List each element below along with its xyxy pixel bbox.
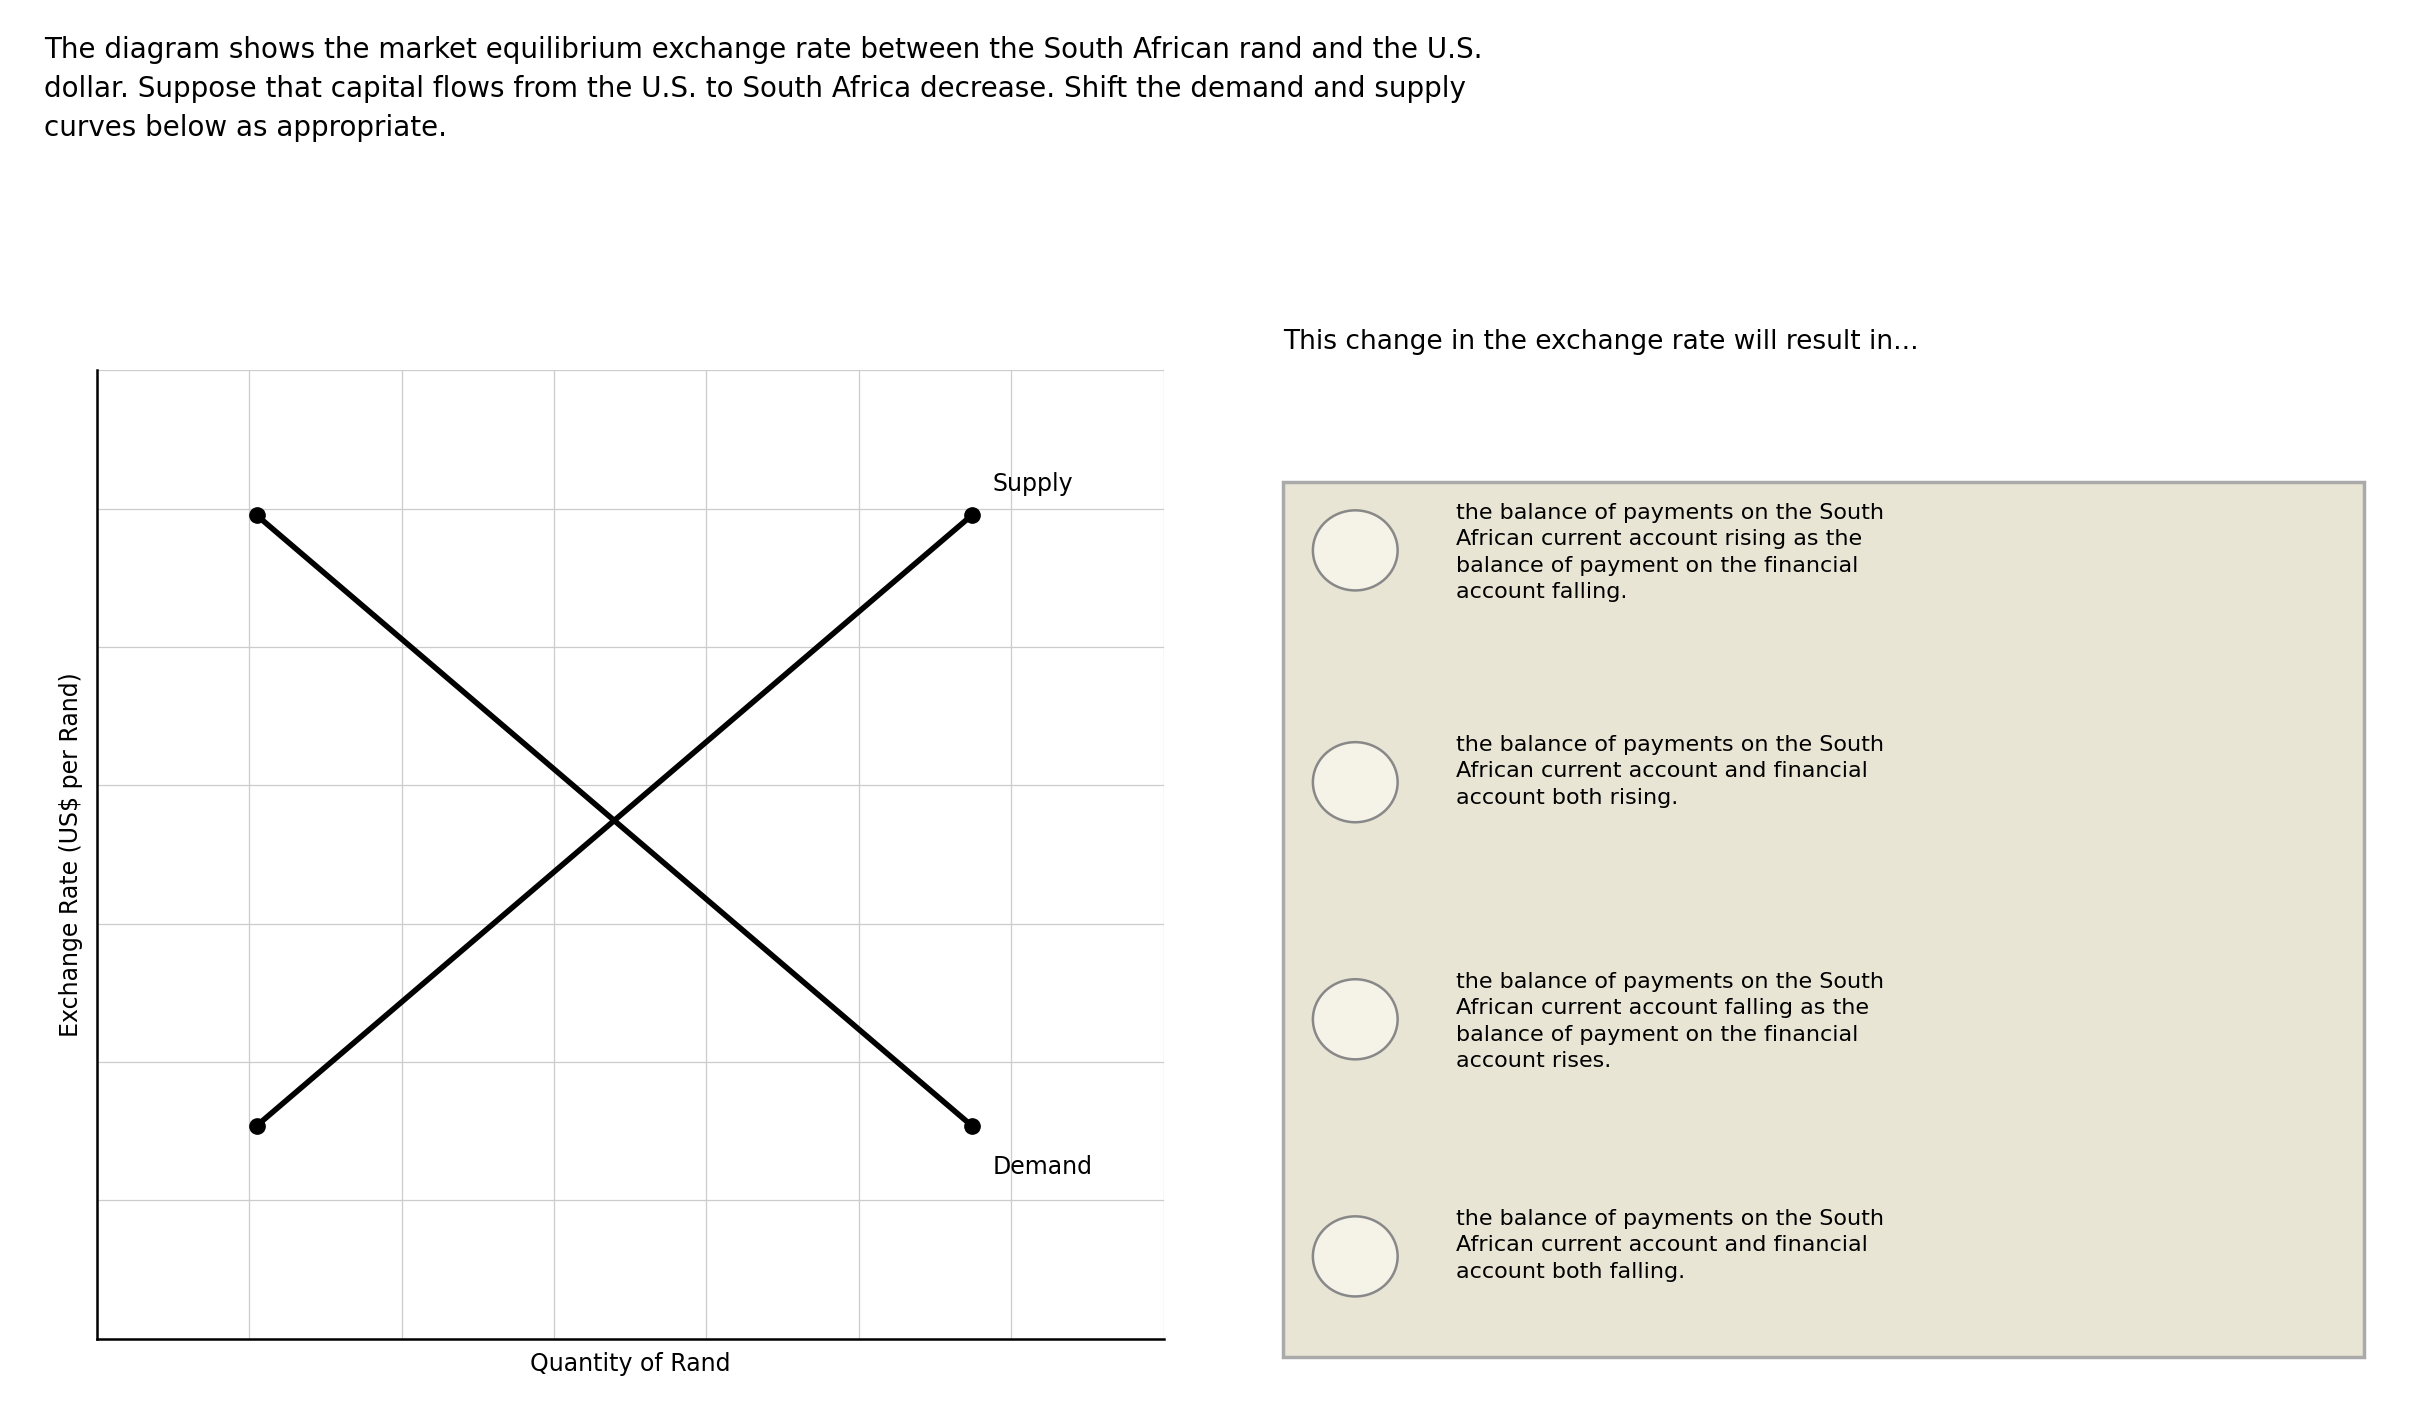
Text: Supply: Supply [994, 473, 1074, 496]
Text: the balance of payments on the South
African current account rising as the
balan: the balance of payments on the South Afr… [1454, 503, 1883, 602]
Text: the balance of payments on the South
African current account falling as the
bala: the balance of payments on the South Afr… [1454, 973, 1883, 1071]
Circle shape [1314, 1216, 1399, 1296]
Circle shape [1314, 980, 1399, 1059]
Y-axis label: Exchange Rate (US$ per Rand): Exchange Rate (US$ per Rand) [58, 672, 82, 1037]
Circle shape [1314, 510, 1399, 591]
Text: This change in the exchange rate will result in...: This change in the exchange rate will re… [1282, 329, 1917, 355]
X-axis label: Quantity of Rand: Quantity of Rand [531, 1353, 730, 1377]
Text: Demand: Demand [994, 1155, 1093, 1179]
Text: The diagram shows the market equilibrium exchange rate between the South African: The diagram shows the market equilibrium… [44, 36, 1481, 141]
Text: the balance of payments on the South
African current account and financial
accou: the balance of payments on the South Afr… [1454, 735, 1883, 807]
Text: the balance of payments on the South
African current account and financial
accou: the balance of payments on the South Afr… [1454, 1209, 1883, 1282]
Circle shape [1314, 742, 1399, 822]
FancyBboxPatch shape [1282, 481, 2363, 1357]
